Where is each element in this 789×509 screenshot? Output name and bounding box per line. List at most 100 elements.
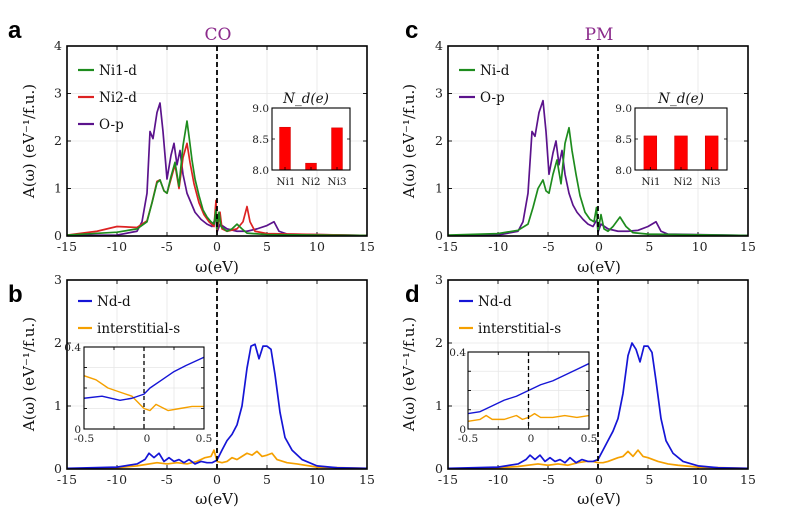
panel-c: c PM 0 1 2 3 4 -15 -10 -5 0 5 10 15 ω(eV…	[400, 17, 756, 276]
x-axis-label-d: ω(eV)	[577, 490, 621, 508]
xtick-label: 0	[213, 239, 221, 254]
inset-frame	[467, 351, 590, 430]
xtick-label: 5	[645, 472, 653, 487]
legend-label-ni: Ni-d	[480, 63, 510, 79]
ytick-label: 4	[435, 38, 443, 53]
ytick-label: 1	[54, 398, 62, 413]
panel-title-a: CO	[205, 25, 232, 45]
inset-bar-ni3	[704, 135, 719, 171]
inset-bar-ni3	[331, 127, 343, 171]
xtick-label: 10	[309, 239, 325, 254]
ytick-label: 3	[54, 272, 62, 287]
inset-series-group	[84, 356, 204, 412]
xtick-label: 5	[263, 472, 271, 487]
inset-bar-ni2	[674, 135, 688, 171]
panel-b: b 0 1 2 3 -15 -10 -5 0 5 10 15 ω(eV) A(ω…	[8, 272, 375, 508]
inset-ytick-label: 9.0	[615, 103, 632, 115]
inset-c: N_d(e) 8.0 8.5 9.0 Ni1 Ni2 Ni3	[615, 91, 728, 188]
xtick-label: -5	[543, 239, 555, 254]
legend-label-nd: Nd-d	[478, 294, 512, 310]
ytick-label: 2	[54, 133, 62, 148]
x-axis-label-c: ω(eV)	[577, 258, 621, 276]
inset-bar-ni1	[279, 126, 291, 171]
xtick-label: 10	[692, 239, 708, 254]
xtick-label: 0	[213, 472, 221, 487]
inset-xtick-label: Ni3	[327, 176, 346, 188]
series-line-nd-d	[448, 342, 748, 469]
inset-xtick-label: Ni2	[673, 176, 692, 188]
xtick-label: -5	[161, 239, 173, 254]
series-line-interstitial-s	[67, 449, 367, 469]
series-line-nd-d	[67, 343, 367, 469]
xtick-label: 15	[740, 472, 756, 487]
inset-title-c: N_d(e)	[657, 91, 704, 107]
x-axis-label-b: ω(eV)	[195, 490, 239, 508]
inset-frame	[271, 107, 351, 171]
ytick-label: 0	[54, 461, 62, 476]
panel-title-c: PM	[585, 25, 614, 45]
inset-ytick-label: 8.0	[615, 165, 632, 177]
xtick-label: -10	[488, 472, 508, 487]
legend-label-op: O-p	[99, 117, 124, 133]
ytick-label: 4	[54, 38, 62, 53]
legend-label-nd: Nd-d	[97, 294, 131, 310]
inset-b: 00.4-0.5 0 0.5	[64, 342, 212, 445]
y-axis-label-a: A(ω) (eV⁻¹/f.u.)	[20, 84, 38, 199]
plot-frame	[447, 279, 749, 470]
xtick-label: 15	[740, 239, 756, 254]
inset-xtick-label: Ni1	[641, 176, 660, 188]
xtick-label: 10	[692, 472, 708, 487]
ytick-label: 2	[435, 133, 443, 148]
plot-frame	[447, 45, 749, 237]
inset-ytick-label: 8.5	[252, 134, 269, 146]
plot-frame	[66, 45, 368, 237]
x-ticks-c: -15 -10 -5 0 5 10 15	[438, 239, 756, 254]
series-line-interstitial-s	[84, 375, 204, 412]
inset-ytick-label: 9.0	[252, 103, 269, 115]
inset-ytick-label: 0	[74, 424, 81, 436]
inset-xtick-label: 0.5	[196, 433, 213, 445]
legend-label-ni1: Ni1-d	[99, 63, 137, 79]
plot-area-d	[447, 279, 749, 470]
xtick-label: 5	[263, 239, 271, 254]
xtick-label: -5	[543, 472, 555, 487]
inset-xtick-label: -0.5	[74, 433, 94, 445]
panel-a: a CO 0 1 2 3 4 -15 -10 -5 0 5 10 15 ω(eV…	[8, 17, 375, 276]
plot-frame	[66, 279, 368, 470]
y-ticks-d: 0 1 2 3	[435, 272, 443, 476]
inset-bar-ni1	[643, 135, 658, 171]
legend-label-op: O-p	[480, 90, 505, 106]
xtick-label: 15	[359, 472, 375, 487]
inset-frame	[83, 346, 205, 430]
xtick-label: -10	[107, 239, 127, 254]
xtick-label: -15	[57, 239, 77, 254]
inset-xtick-label: Ni2	[301, 176, 320, 188]
ytick-label: 1	[435, 398, 443, 413]
inset-ytick-label: 0	[459, 424, 466, 436]
inset-xtick-label: -0.5	[458, 433, 478, 445]
series-line-interstitial-s	[448, 449, 748, 469]
panel-letter-b: b	[8, 281, 23, 308]
x-ticks-a: -15 -10 -5 0 5 10 15	[57, 239, 375, 254]
inset-title-a: N_d(e)	[282, 91, 329, 107]
inset-d: 00.4-0.5 0 0.5	[449, 347, 597, 445]
series-line-ni-d	[448, 126, 748, 236]
ytick-label: 3	[435, 272, 443, 287]
series-line-o-p	[448, 99, 748, 236]
inset-xtick-label: Ni3	[701, 176, 720, 188]
ytick-label: 3	[435, 86, 443, 101]
y-axis-label-c: A(ω) (eV⁻¹/f.u.)	[400, 84, 418, 199]
panel-letter-d: d	[405, 281, 420, 308]
inset-ytick-label: 0.4	[64, 342, 81, 354]
legend-a: Ni1-d Ni2-d O-p	[78, 63, 137, 133]
panel-letter-c: c	[405, 17, 418, 44]
xtick-label: -15	[57, 472, 77, 487]
ytick-label: 2	[54, 335, 62, 350]
legend-label-ni2: Ni2-d	[99, 90, 137, 106]
xtick-label: -15	[438, 239, 458, 254]
xtick-label: -10	[107, 472, 127, 487]
series-group	[67, 343, 367, 469]
x-ticks-b: -15 -10 -5 0 5 10 15	[57, 472, 375, 487]
series-group	[448, 99, 748, 236]
